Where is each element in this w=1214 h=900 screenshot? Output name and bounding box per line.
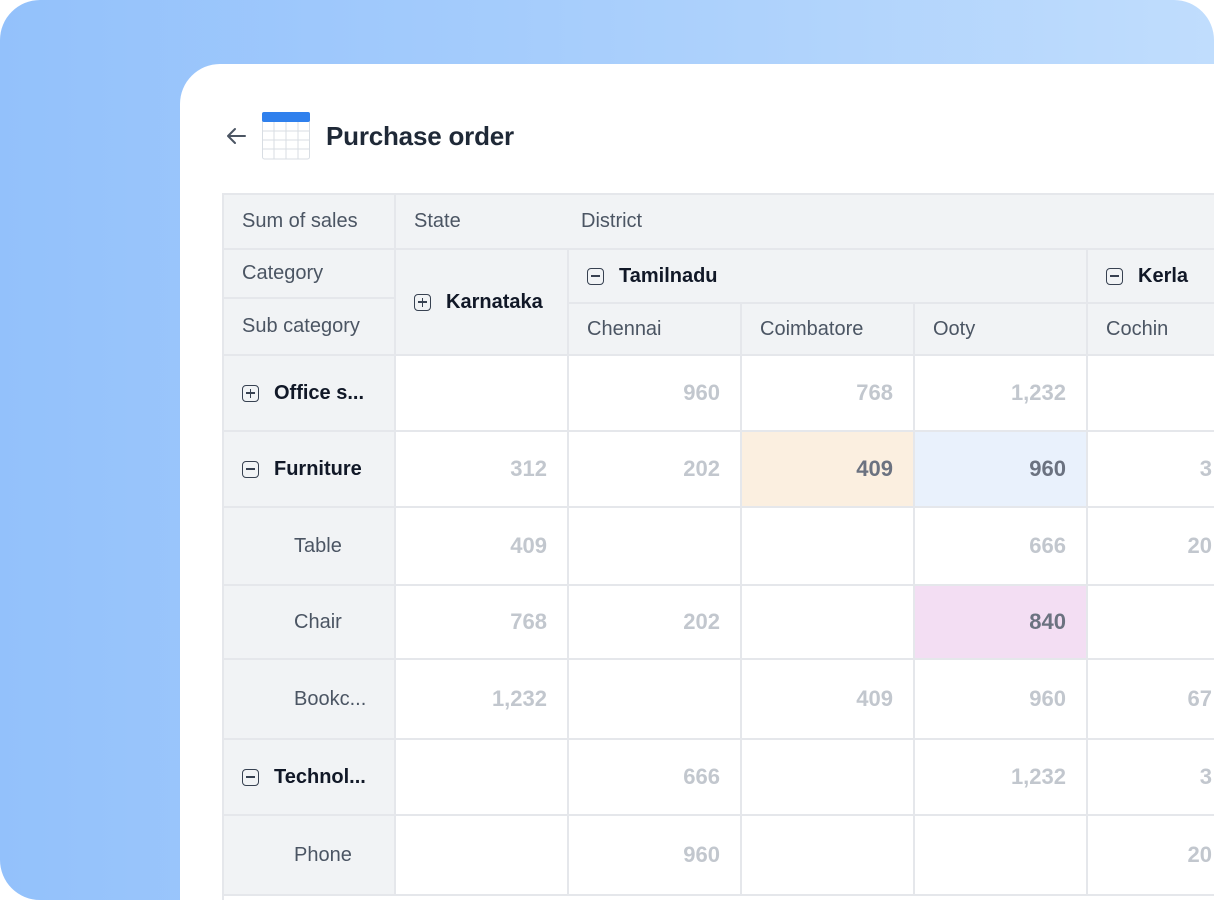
value-cell[interactable]: 409 xyxy=(742,660,915,740)
state-label: Tamilnadu xyxy=(619,264,718,287)
value-cell[interactable]: 840 xyxy=(915,586,1088,660)
value-cell[interactable] xyxy=(569,508,742,586)
value-cell[interactable]: 3 xyxy=(1088,740,1214,816)
pivot-card: Purchase order Sum of sales State Distri… xyxy=(180,64,1214,900)
value-cell[interactable]: 960 xyxy=(915,432,1088,508)
state-header-kerla[interactable]: Kerla xyxy=(1088,250,1214,304)
value-cell[interactable]: 202 xyxy=(569,586,742,660)
value-cell[interactable] xyxy=(742,740,915,816)
value-cell[interactable] xyxy=(1088,586,1214,660)
collapse-icon[interactable] xyxy=(242,460,259,478)
column-field-district[interactable]: District xyxy=(569,195,1214,250)
row-label: Furniture xyxy=(274,457,362,480)
value-cell[interactable] xyxy=(396,356,569,432)
arrow-left-icon xyxy=(227,128,246,144)
value-cell[interactable] xyxy=(915,816,1088,896)
pivot-table: Sum of sales State District Category Sub… xyxy=(222,193,1214,900)
value-cell[interactable]: 960 xyxy=(569,356,742,432)
value-cell[interactable] xyxy=(742,816,915,896)
value-cell[interactable] xyxy=(396,740,569,816)
back-button[interactable] xyxy=(222,122,250,150)
expand-icon[interactable] xyxy=(414,293,431,311)
category-row-header[interactable]: Furniture xyxy=(224,432,396,508)
collapse-icon[interactable] xyxy=(1106,267,1123,285)
subcategory-row-header[interactable]: Phone xyxy=(224,816,396,896)
district-header-ooty[interactable]: Ooty xyxy=(915,304,1088,356)
value-cell[interactable]: 20 xyxy=(1088,816,1214,896)
value-cell[interactable]: 20 xyxy=(1088,508,1214,586)
state-label: Kerla xyxy=(1138,264,1189,287)
value-cell[interactable]: 1,232 xyxy=(915,356,1088,432)
category-row-header[interactable]: Office s... xyxy=(224,356,396,432)
page-title: Purchase order xyxy=(326,120,514,151)
value-cell[interactable]: 409 xyxy=(396,508,569,586)
value-cell[interactable] xyxy=(742,586,915,660)
collapse-icon[interactable] xyxy=(242,768,259,786)
value-cell[interactable]: 768 xyxy=(742,356,915,432)
subcategory-row-header[interactable]: Bookc... xyxy=(224,660,396,740)
value-cell[interactable]: 666 xyxy=(569,740,742,816)
value-cell[interactable]: 960 xyxy=(915,660,1088,740)
value-cell[interactable] xyxy=(396,816,569,896)
district-header-coimbatore[interactable]: Coimbatore xyxy=(742,304,915,356)
row-label: Chair xyxy=(294,610,342,633)
value-cell[interactable]: 312 xyxy=(396,432,569,508)
state-header-karnataka[interactable]: Karnataka xyxy=(396,250,569,356)
value-cell[interactable]: 666 xyxy=(915,508,1088,586)
value-cell[interactable] xyxy=(1088,356,1214,432)
collapse-icon[interactable] xyxy=(587,267,604,285)
district-header-chennai[interactable]: Chennai xyxy=(569,304,742,356)
measure-label: Sum of sales xyxy=(224,195,396,250)
district-header-cochin[interactable]: Cochin xyxy=(1088,304,1214,356)
value-cell[interactable] xyxy=(569,660,742,740)
row-label: Office s... xyxy=(274,381,365,404)
value-cell[interactable]: 67 xyxy=(1088,660,1214,740)
category-row-header[interactable]: Technol... xyxy=(224,740,396,816)
state-header-tamilnadu[interactable]: Tamilnadu xyxy=(569,250,1088,304)
row-field-category[interactable]: Category xyxy=(224,250,396,299)
subcategory-row-header[interactable]: Chair xyxy=(224,586,396,660)
value-cell[interactable]: 1,232 xyxy=(915,740,1088,816)
expand-icon[interactable] xyxy=(242,384,259,402)
value-cell[interactable]: 202 xyxy=(569,432,742,508)
value-cell[interactable] xyxy=(742,508,915,586)
value-cell[interactable]: 3 xyxy=(1088,432,1214,508)
subcategory-row-header[interactable]: Table xyxy=(224,508,396,586)
row-label: Table xyxy=(294,534,342,557)
row-field-subcategory[interactable]: Sub category xyxy=(224,299,396,356)
value-cell[interactable]: 1,232 xyxy=(396,660,569,740)
row-label: Phone xyxy=(294,843,352,866)
value-cell[interactable]: 409 xyxy=(742,432,915,508)
value-cell[interactable]: 768 xyxy=(396,586,569,660)
state-label: Karnataka xyxy=(446,290,543,313)
column-field-state[interactable]: State xyxy=(396,195,569,250)
spreadsheet-icon xyxy=(262,112,310,160)
title-bar: Purchase order xyxy=(222,110,514,162)
value-cell[interactable]: 960 xyxy=(569,816,742,896)
row-label: Bookc... xyxy=(294,687,367,710)
row-label: Technol... xyxy=(274,765,366,788)
